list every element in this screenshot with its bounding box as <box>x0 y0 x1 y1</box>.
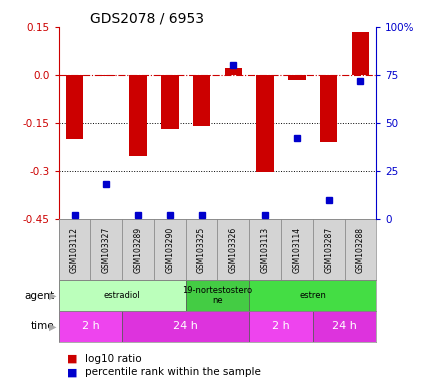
Bar <box>59 280 185 311</box>
Bar <box>66 75 83 139</box>
Text: GSM103112: GSM103112 <box>70 227 79 273</box>
Bar <box>185 280 249 311</box>
Text: ■: ■ <box>67 367 78 377</box>
Bar <box>192 75 210 126</box>
Text: time: time <box>31 321 54 331</box>
Bar <box>351 32 368 75</box>
Text: GSM103288: GSM103288 <box>355 227 364 273</box>
Bar <box>154 219 185 280</box>
Bar <box>161 75 178 129</box>
Bar <box>122 219 154 280</box>
Bar <box>319 75 337 142</box>
Bar <box>312 219 344 280</box>
Bar <box>312 311 375 342</box>
Text: GSM103327: GSM103327 <box>102 227 111 273</box>
Text: 2 h: 2 h <box>272 321 289 331</box>
Text: GSM103289: GSM103289 <box>133 227 142 273</box>
Text: 24 h: 24 h <box>331 321 356 331</box>
Text: GSM103290: GSM103290 <box>165 227 174 273</box>
Bar <box>249 311 312 342</box>
Text: ■: ■ <box>67 354 78 364</box>
Bar <box>224 68 242 75</box>
Bar <box>97 75 115 76</box>
Bar <box>59 219 90 280</box>
Text: log10 ratio: log10 ratio <box>85 354 141 364</box>
Bar <box>59 311 122 342</box>
Text: GSM103325: GSM103325 <box>197 227 206 273</box>
Text: GSM103114: GSM103114 <box>292 227 301 273</box>
Text: agent: agent <box>24 291 54 301</box>
Bar <box>129 75 147 157</box>
Bar <box>185 219 217 280</box>
Bar <box>287 75 305 80</box>
Bar <box>344 219 375 280</box>
Text: GSM103326: GSM103326 <box>228 227 237 273</box>
Bar <box>122 311 249 342</box>
Text: 2 h: 2 h <box>82 321 99 331</box>
Text: GSM103113: GSM103113 <box>260 227 269 273</box>
Bar <box>90 219 122 280</box>
Text: ▶: ▶ <box>49 291 56 301</box>
Text: ▶: ▶ <box>49 321 56 331</box>
Bar <box>217 219 249 280</box>
Text: 19-nortestostero
ne: 19-nortestostero ne <box>182 286 252 305</box>
Text: percentile rank within the sample: percentile rank within the sample <box>85 367 260 377</box>
Text: GSM103287: GSM103287 <box>323 227 332 273</box>
Bar <box>280 219 312 280</box>
Bar <box>249 219 280 280</box>
Text: estradiol: estradiol <box>104 291 140 300</box>
Text: 24 h: 24 h <box>173 321 198 331</box>
Text: estren: estren <box>299 291 326 300</box>
Bar <box>256 75 273 172</box>
Bar <box>249 280 375 311</box>
Text: GDS2078 / 6953: GDS2078 / 6953 <box>90 12 204 26</box>
